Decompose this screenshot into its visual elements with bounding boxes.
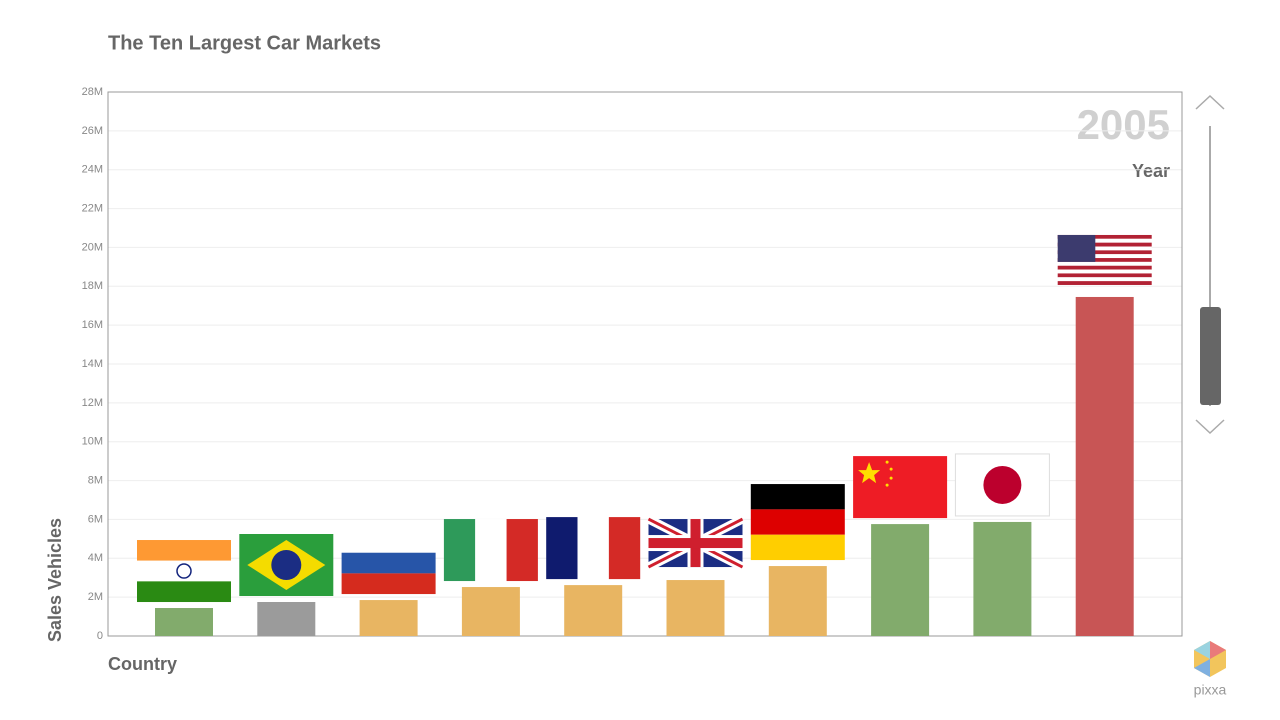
flag-part (341, 573, 436, 595)
flag-part (1057, 277, 1152, 282)
bar (1075, 296, 1134, 636)
flag-part (853, 456, 948, 519)
flag-part (889, 467, 893, 471)
bar (257, 602, 316, 636)
flag-part (750, 484, 845, 510)
y-tick-label: 8M (88, 474, 103, 486)
bar (461, 587, 520, 636)
flag-part (176, 563, 192, 579)
flag (646, 515, 745, 572)
flag-part (341, 552, 436, 574)
flag (853, 456, 948, 519)
flag-part (506, 519, 538, 582)
flag-part (858, 462, 881, 484)
bar (768, 566, 827, 636)
flag-part (1057, 258, 1152, 262)
y-tick-label: 2M (88, 591, 103, 603)
flag-part (1057, 250, 1152, 255)
y-tick-label: 0 (97, 630, 103, 642)
flag-part (137, 540, 231, 561)
flag (341, 532, 436, 595)
y-tick-label: 20M (82, 241, 103, 253)
bar (359, 600, 418, 636)
y-tick-label: 16M (82, 319, 103, 331)
flag-part (1057, 265, 1152, 270)
flag (1057, 234, 1152, 285)
flag-part (750, 509, 845, 535)
flag-part (577, 517, 609, 580)
flag (750, 484, 845, 561)
y-tick-label: 10M (82, 436, 103, 448)
flag-part (750, 534, 845, 561)
flag-part (608, 517, 641, 580)
y-tick-label: 24M (82, 164, 103, 176)
y-tick-label: 28M (82, 86, 103, 98)
year-label: Year (1132, 161, 1170, 181)
flag (137, 540, 231, 603)
flag-part (1057, 254, 1152, 259)
y-axis-label: Sales Vehicles (45, 518, 65, 642)
flag-part (648, 538, 743, 549)
slider-handle[interactable] (1200, 307, 1221, 405)
flag-part (1057, 246, 1152, 251)
y-tick-label: 14M (82, 358, 103, 370)
flag-part (137, 581, 231, 603)
flag-part (271, 550, 302, 580)
flag-part (137, 560, 231, 582)
flag-part (1057, 242, 1152, 247)
flag-part (1057, 234, 1152, 239)
logo: pixxa (1194, 641, 1227, 698)
flag-part (475, 519, 507, 582)
flag-part (1057, 261, 1152, 266)
flag-part (1057, 269, 1152, 274)
bar (666, 580, 725, 636)
flag-part (983, 465, 1022, 504)
flag-part (1057, 273, 1152, 278)
bar (155, 608, 213, 636)
y-tick-label: 18M (82, 280, 103, 292)
flag (443, 519, 538, 582)
slider-down[interactable] (1195, 419, 1225, 435)
x-axis-label: Country (108, 654, 177, 674)
flag-part (546, 517, 578, 580)
flag-part (889, 476, 893, 480)
flag (546, 517, 641, 580)
bar (871, 524, 930, 636)
y-tick-label: 4M (88, 552, 103, 564)
flag-part (341, 532, 436, 553)
flag-part (885, 483, 889, 487)
flag (239, 534, 334, 596)
bar (973, 521, 1032, 636)
brand: pixxa (1194, 682, 1227, 698)
flag-part (885, 460, 889, 464)
y-tick-label: 26M (82, 125, 103, 137)
flag-part (443, 519, 476, 582)
bar (564, 585, 623, 636)
plot-frame (107, 91, 1183, 637)
flag-part (1057, 281, 1152, 285)
y-tick-label: 12M (82, 397, 103, 409)
flag (954, 453, 1050, 517)
chart-title: The Ten Largest Car Markets (108, 32, 381, 54)
slider-up[interactable] (1195, 94, 1225, 110)
year-value: 2005 (1077, 101, 1170, 148)
slider[interactable] (1195, 94, 1225, 435)
y-tick-label: 6M (88, 513, 103, 525)
flag-part (1057, 238, 1152, 243)
y-tick-label: 22M (82, 202, 103, 214)
flag-part (1057, 234, 1096, 262)
